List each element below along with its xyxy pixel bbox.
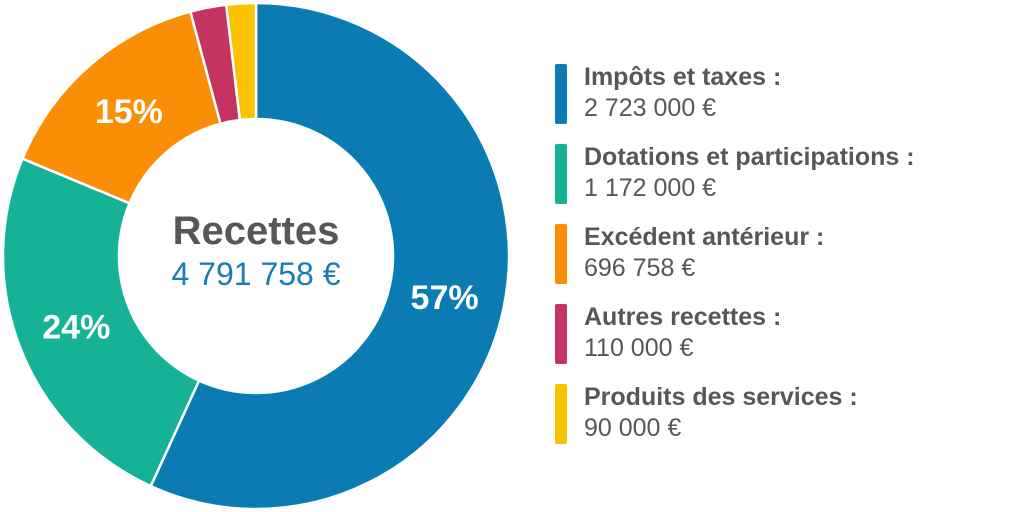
donut-slice bbox=[1, 157, 201, 488]
legend-item-dotations: Dotations et participations : 1 172 000 … bbox=[555, 142, 1015, 222]
center-total: 4 791 758 € bbox=[171, 256, 340, 292]
legend-label: Dotations et participations : bbox=[584, 143, 915, 171]
legend-value: 696 758 € bbox=[584, 254, 696, 282]
legend-item-produits: Produits des services : 90 000 € bbox=[555, 382, 1015, 462]
donut-slice bbox=[224, 1, 258, 122]
legend-color-swatch bbox=[555, 224, 567, 284]
legend-color-swatch bbox=[555, 304, 567, 364]
legend-label: Impôts et taxes : bbox=[584, 63, 782, 91]
legend-item-impots: Impôts et taxes : 2 723 000 € bbox=[555, 62, 1015, 142]
slice-percent-label: 57% bbox=[411, 279, 479, 317]
donut-slice bbox=[20, 10, 223, 205]
legend-label: Autres recettes : bbox=[584, 303, 782, 331]
legend-color-swatch bbox=[555, 64, 567, 124]
donut-chart: 57% 24% 15% Recettes 4 791 758 € bbox=[1, 1, 511, 511]
center-title: Recettes bbox=[173, 209, 340, 253]
legend-color-swatch bbox=[555, 144, 567, 204]
legend-value: 110 000 € bbox=[584, 334, 694, 362]
legend: Impôts et taxes : 2 723 000 € Dotations … bbox=[555, 62, 1015, 462]
legend-item-excedent: Excédent antérieur : 696 758 € bbox=[555, 222, 1015, 302]
legend-item-autres: Autres recettes : 110 000 € bbox=[555, 302, 1015, 382]
donut-slice bbox=[149, 1, 511, 511]
legend-label: Produits des services : bbox=[584, 383, 858, 411]
legend-value: 2 723 000 € bbox=[584, 94, 717, 122]
legend-label: Excédent antérieur : bbox=[584, 223, 825, 251]
slice-percent-label: 15% bbox=[95, 93, 163, 131]
legend-color-swatch bbox=[555, 384, 567, 444]
slice-percent-label: 24% bbox=[42, 308, 110, 346]
legend-value: 90 000 € bbox=[584, 414, 682, 442]
legend-value: 1 172 000 € bbox=[584, 174, 717, 202]
